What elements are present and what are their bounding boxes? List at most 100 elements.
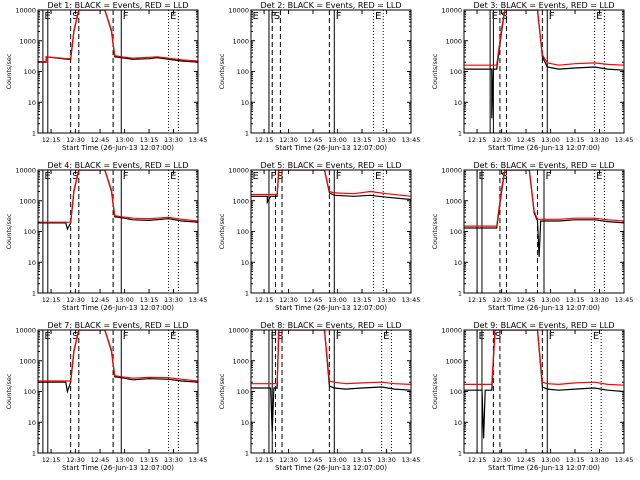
x-tick-label: 12:15 — [468, 296, 487, 304]
y-tick-label: 10 — [28, 259, 36, 267]
marker-label: F — [270, 171, 276, 182]
x-axis-label: Start Time (26-Jun-13 12:07:00) — [275, 464, 387, 472]
x-tick-label: 13:15 — [140, 456, 159, 464]
x-tick-label: 12:15 — [255, 456, 274, 464]
x-axis-label: Start Time (26-Jun-13 12:07:00) — [275, 304, 387, 312]
marker-label: S — [277, 171, 283, 182]
marker-label: E — [170, 171, 176, 182]
x-axis-label: Start Time (26-Jun-13 12:07:00) — [62, 464, 174, 472]
y-axis-label: Counts/sec — [431, 373, 439, 409]
y-tick-label: 1 — [245, 450, 249, 458]
x-axis-label: Start Time (26-Jun-13 12:07:00) — [488, 144, 600, 152]
y-tick-label: 1 — [245, 290, 249, 298]
panel-title: Det 4: BLACK = Events, RED = LLD — [48, 161, 189, 170]
panel-title: Det 7: BLACK = Events, RED = LLD — [48, 321, 189, 330]
x-tick-label: 13:00 — [115, 456, 134, 464]
marker-label: E — [375, 171, 381, 182]
x-tick-label: 13:00 — [541, 456, 560, 464]
x-tick-label: 13:45 — [402, 456, 421, 464]
y-tick-label: 10 — [241, 99, 249, 107]
series-line-lld — [251, 170, 411, 197]
panel-det-4: ESFE11010010001000012:1512:3012:4513:001… — [5, 161, 207, 312]
marker-label: E — [253, 11, 259, 22]
marker-label: E — [253, 171, 259, 182]
x-tick-label: 13:30 — [164, 136, 183, 144]
y-tick-label: 1 — [458, 130, 462, 138]
y-tick-label: 10 — [454, 419, 462, 427]
y-tick-label: 100 — [237, 68, 249, 76]
y-tick-label: 100 — [24, 228, 36, 236]
x-tick-label: 12:45 — [304, 456, 323, 464]
panel-det-6: ESFE11010010001000012:1512:3012:4513:001… — [431, 161, 633, 312]
y-axis-label: Counts/sec — [218, 213, 226, 249]
y-tick-label: 10000 — [15, 327, 36, 335]
y-tick-label: 10000 — [228, 7, 249, 15]
x-tick-label: 12:45 — [91, 136, 110, 144]
panel-title: Det 6: BLACK = Events, RED = LLD — [474, 161, 615, 170]
x-tick-label: 12:45 — [517, 136, 536, 144]
marker-label: E — [596, 11, 602, 22]
panel-title: Det 8: BLACK = Events, RED = LLD — [261, 321, 402, 330]
y-tick-label: 10000 — [228, 167, 249, 175]
x-tick-label: 13:45 — [189, 456, 208, 464]
y-tick-label: 10 — [28, 419, 36, 427]
x-tick-label: 13:30 — [377, 456, 396, 464]
marker-label: E — [170, 11, 176, 22]
x-tick-label: 12:15 — [255, 136, 274, 144]
y-tick-label: 10 — [454, 99, 462, 107]
marker-label: S — [274, 11, 280, 22]
series-line-lld — [38, 10, 198, 63]
x-axis-label: Start Time (26-Jun-13 12:07:00) — [62, 304, 174, 312]
panel-title: Det 1: BLACK = Events, RED = LLD — [48, 1, 189, 10]
x-axis-label: Start Time (26-Jun-13 12:07:00) — [275, 144, 387, 152]
y-tick-label: 10000 — [441, 7, 462, 15]
marker-label: F — [549, 11, 555, 22]
y-tick-label: 100 — [24, 388, 36, 396]
y-tick-label: 1 — [32, 290, 36, 298]
x-tick-label: 12:45 — [304, 296, 323, 304]
x-tick-label: 13:15 — [566, 136, 585, 144]
marker-label: S — [277, 331, 283, 342]
y-tick-label: 1000 — [445, 357, 462, 365]
marker-label: F — [270, 11, 276, 22]
y-tick-label: 1 — [32, 130, 36, 138]
y-tick-label: 100 — [450, 228, 462, 236]
x-tick-label: 13:30 — [377, 296, 396, 304]
marker-label: E — [492, 11, 498, 22]
y-tick-label: 1000 — [19, 37, 36, 45]
y-tick-label: 10000 — [441, 327, 462, 335]
y-tick-label: 1000 — [232, 357, 249, 365]
x-tick-label: 13:00 — [328, 456, 347, 464]
y-tick-label: 1000 — [19, 197, 36, 205]
x-axis-label: Start Time (26-Jun-13 12:07:00) — [488, 464, 600, 472]
x-tick-label: 13:45 — [615, 136, 634, 144]
x-tick-label: 12:45 — [91, 296, 110, 304]
y-tick-label: 100 — [237, 388, 249, 396]
x-tick-label: 12:30 — [279, 136, 298, 144]
panel-title: Det 2: BLACK = Events, RED = LLD — [261, 1, 402, 10]
y-tick-label: 100 — [450, 388, 462, 396]
panel-title: Det 3: BLACK = Events, RED = LLD — [474, 1, 615, 10]
x-tick-label: 13:00 — [115, 136, 134, 144]
marker-label: E — [593, 331, 599, 342]
x-axis-label: Start Time (26-Jun-13 12:07:00) — [62, 144, 174, 152]
marker-label: E — [270, 331, 276, 342]
marker-label: E — [596, 171, 602, 182]
y-axis-label: Counts/sec — [431, 53, 439, 89]
y-tick-label: 10000 — [15, 167, 36, 175]
x-tick-label: 13:00 — [328, 136, 347, 144]
x-tick-label: 13:30 — [164, 296, 183, 304]
marker-label: F — [336, 331, 342, 342]
plot-frame — [37, 169, 199, 294]
x-tick-label: 12:45 — [517, 456, 536, 464]
marker-label: E — [383, 331, 389, 342]
x-tick-label: 12:15 — [42, 136, 61, 144]
y-tick-label: 10 — [454, 259, 462, 267]
y-tick-label: 1 — [458, 450, 462, 458]
x-tick-label: 13:15 — [140, 136, 159, 144]
y-tick-label: 1 — [245, 130, 249, 138]
marker-label: F — [546, 171, 552, 182]
marker-label: F — [336, 11, 342, 22]
marker-label: F — [123, 171, 129, 182]
